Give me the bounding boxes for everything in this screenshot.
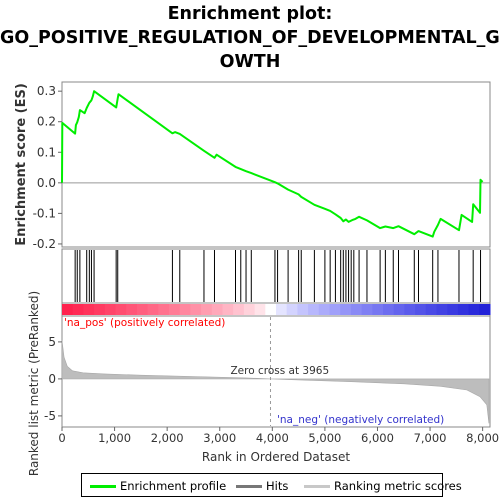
gradient-segment bbox=[286, 304, 298, 315]
legend-swatch-hits bbox=[236, 485, 262, 488]
gradient-segment bbox=[190, 304, 202, 315]
gradient-segment bbox=[329, 304, 341, 315]
x-tick-label: 4,000 bbox=[256, 431, 289, 445]
gradient-segment bbox=[147, 304, 159, 315]
x-axis-label: Rank in Ordered Dataset bbox=[202, 450, 350, 464]
gradient-segment bbox=[169, 304, 181, 315]
zero-cross-label: Zero cross at 3965 bbox=[230, 365, 329, 377]
es-y-tick-label: 0.0 bbox=[37, 176, 56, 190]
gradient-segment bbox=[468, 304, 480, 315]
gradient-segment bbox=[436, 304, 448, 315]
rank-gradient-bar bbox=[61, 302, 491, 317]
gradient-segment bbox=[340, 304, 352, 315]
gradient-segment bbox=[126, 304, 138, 315]
rank-y-tick-label: 5 bbox=[48, 335, 56, 349]
rank-y-axis-label: Ranked list metric (PreRanked) bbox=[27, 291, 41, 476]
title-line-1: Enrichment plot: bbox=[167, 4, 333, 24]
legend-label-ranking: Ranking metric scores bbox=[334, 479, 462, 493]
pos-correlated-label: 'na_pos' (positively correlated) bbox=[64, 317, 225, 329]
gradient-segment bbox=[308, 304, 320, 315]
gradient-segment bbox=[276, 304, 288, 315]
x-tick-label: 1,000 bbox=[98, 431, 131, 445]
gradient-segment bbox=[393, 304, 405, 315]
x-tick-label: 8,000 bbox=[466, 431, 499, 445]
gradient-segment bbox=[243, 304, 256, 315]
gradient-segment bbox=[318, 304, 330, 315]
legend-label-hits: Hits bbox=[266, 479, 289, 493]
gradient-segment bbox=[372, 304, 384, 315]
gradient-segment bbox=[201, 304, 213, 315]
es-panel: -0.2 -0.1 0.0 0.1 0.2 0.3 Enrichment score (ES… bbox=[14, 81, 491, 251]
gradient-segment bbox=[447, 304, 459, 315]
gradient-segment bbox=[94, 304, 106, 315]
hits-panel bbox=[61, 248, 491, 304]
x-axis: 0 1,000 2,000 3,000 4,000 5,000 6,000 7,000 8,00… bbox=[58, 427, 499, 464]
gradient-segment bbox=[457, 304, 470, 315]
gradient-segment bbox=[425, 304, 437, 315]
hits-frame bbox=[61, 248, 491, 304]
x-tick-label: 0 bbox=[58, 431, 65, 445]
gradient-segment bbox=[265, 304, 277, 315]
x-tick-label: 3,000 bbox=[203, 431, 236, 445]
rank-plot-frame bbox=[61, 315, 491, 428]
gradient-segment bbox=[404, 304, 416, 315]
es-plot-frame bbox=[61, 81, 491, 248]
gradient-segment bbox=[479, 304, 491, 315]
title-line-3: OWTH bbox=[219, 52, 281, 72]
gradient-segment bbox=[136, 304, 149, 315]
gradient-segment bbox=[222, 304, 234, 315]
gradient-segment bbox=[350, 304, 363, 315]
legend-swatch-enrichment bbox=[90, 485, 116, 488]
gradient-segment bbox=[211, 304, 223, 315]
rank-y-tick-label: -5 bbox=[44, 409, 56, 423]
ranked-metric-panel: -505'na_pos' (positively correlated)Zero… bbox=[27, 291, 491, 476]
enrichment-profile-line bbox=[61, 90, 484, 238]
gradient-segment bbox=[361, 304, 373, 315]
gradient-segment bbox=[104, 304, 116, 315]
neg-correlated-label: 'na_neg' (negatively correlated) bbox=[277, 414, 444, 426]
x-tick-label: 6,000 bbox=[361, 431, 394, 445]
gradient-segment bbox=[115, 304, 127, 315]
legend-label-enrichment: Enrichment profile bbox=[120, 479, 227, 493]
gradient-segment bbox=[158, 304, 170, 315]
es-y-tick-label: 0.2 bbox=[37, 115, 56, 129]
es-y-tick-label: 0.3 bbox=[37, 84, 56, 98]
es-y-tick-label: 0.1 bbox=[37, 145, 56, 159]
gradient-segment bbox=[415, 304, 427, 315]
gradient-segment bbox=[233, 304, 245, 315]
es-y-tick-label: -0.1 bbox=[33, 206, 56, 220]
gradient-segment bbox=[254, 304, 266, 315]
gradient-segment bbox=[72, 304, 84, 315]
legend: Enrichment profile Hits Ranking metric s… bbox=[81, 473, 462, 497]
x-tick-label: 2,000 bbox=[151, 431, 184, 445]
gradient-segment bbox=[62, 304, 74, 315]
gradient-segment bbox=[179, 304, 191, 315]
legend-swatch-ranking bbox=[304, 485, 330, 488]
chart-title: Enrichment plot: GO_POSITIVE_REGULATION_… bbox=[0, 2, 500, 74]
legend-item-hits: Hits bbox=[236, 479, 288, 493]
gradient-segment bbox=[297, 304, 309, 315]
x-tick-label: 7,000 bbox=[414, 431, 447, 445]
legend-item-ranking-scores: Ranking metric scores bbox=[304, 479, 462, 493]
gradient-segment bbox=[383, 304, 395, 315]
gradient-segment bbox=[83, 304, 95, 315]
x-tick-label: 5,000 bbox=[308, 431, 341, 445]
es-y-tick-label: -0.2 bbox=[33, 237, 56, 251]
rank-y-tick-label: 0 bbox=[48, 372, 56, 386]
legend-item-enrichment-profile: Enrichment profile bbox=[90, 479, 226, 493]
es-y-axis-label: Enrichment score (ES) bbox=[14, 83, 29, 246]
title-line-2: GO_POSITIVE_REGULATION_OF_DEVELOPMENTAL_… bbox=[0, 28, 500, 48]
